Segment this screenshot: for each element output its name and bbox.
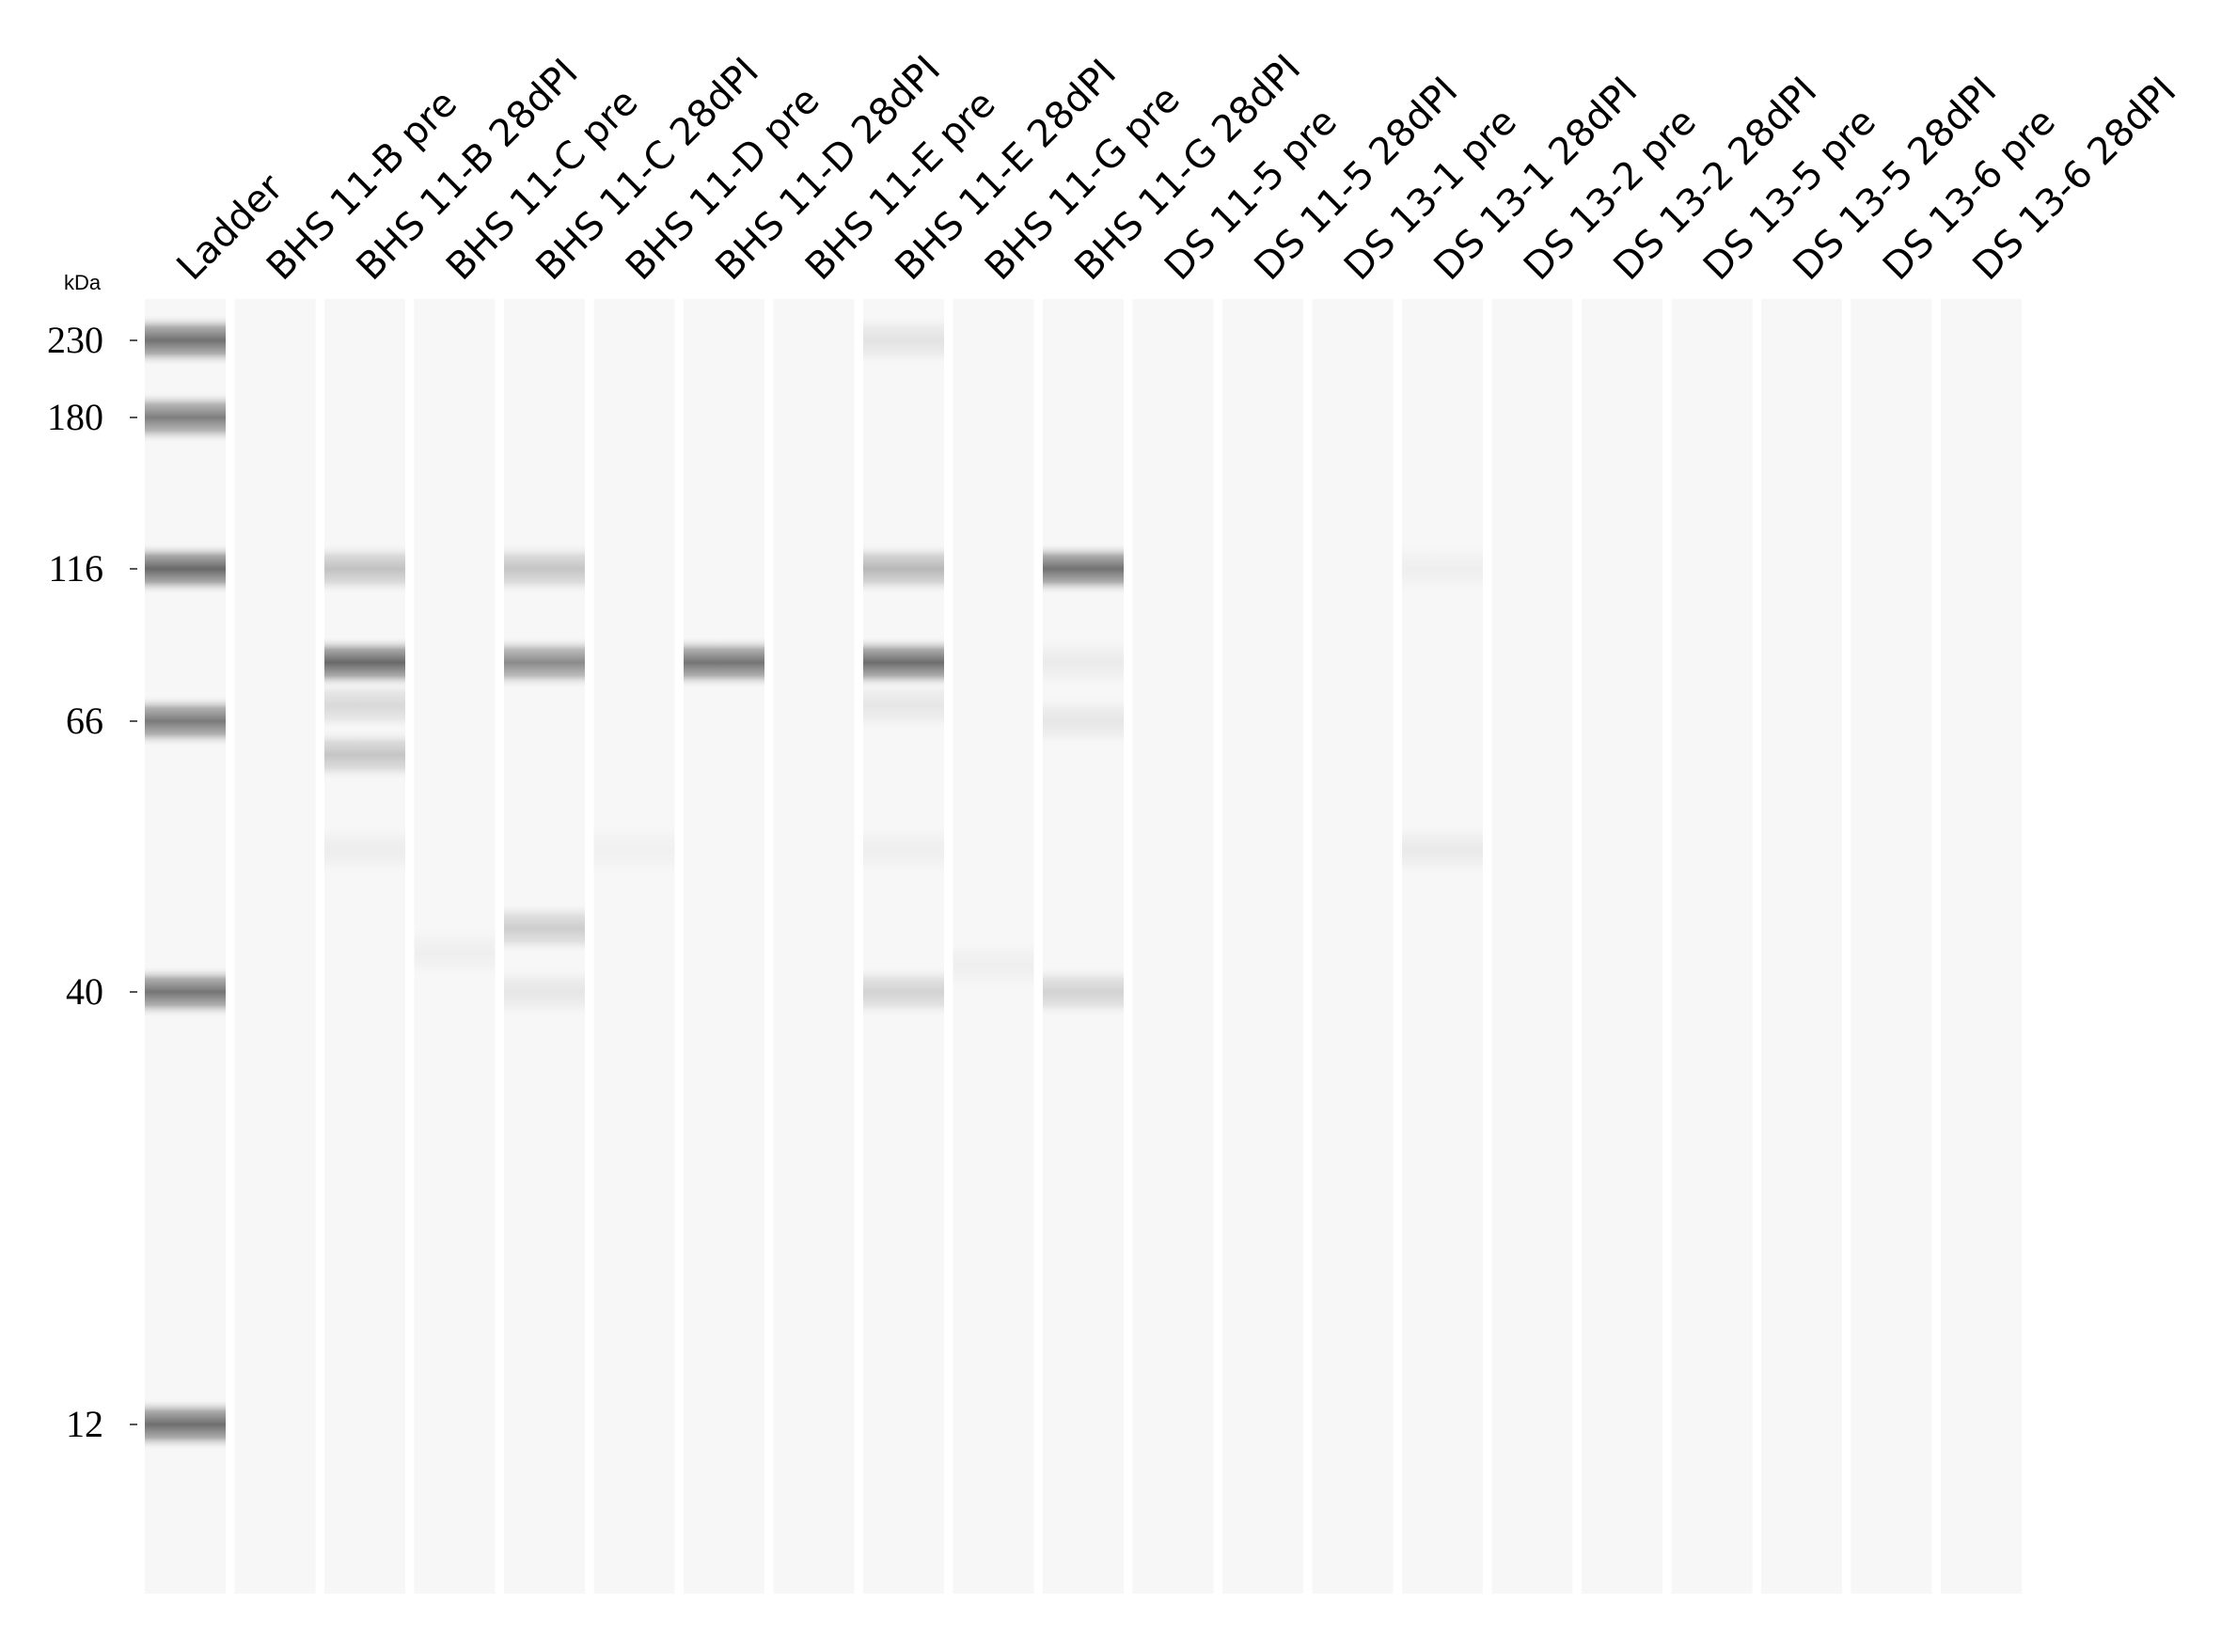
lane-background	[1312, 299, 1394, 1594]
lanes-layer	[145, 299, 2022, 1594]
lane-21	[1941, 299, 2022, 1594]
band-lane-11-2	[1043, 636, 1124, 689]
lane-17	[1582, 299, 1662, 1594]
lane-3	[324, 299, 405, 1594]
lane-4	[414, 299, 496, 1594]
lane-20	[1851, 299, 1932, 1594]
marker-label-66: 66	[66, 700, 103, 742]
lane-background	[1491, 299, 1573, 1594]
unit-label: kDa	[64, 271, 102, 294]
band-lane-10-1	[953, 938, 1034, 992]
band-lane-4-1	[414, 926, 496, 980]
band-lane-6-1	[593, 824, 675, 877]
lane-background	[234, 299, 316, 1594]
lane-5	[504, 299, 585, 1594]
lane-9	[863, 299, 944, 1594]
marker-label-116: 116	[48, 547, 103, 590]
size-axis: kDa 230 180 116 66 40 12	[47, 271, 137, 1445]
lane-15	[1402, 299, 1483, 1594]
lane-background	[863, 299, 944, 1594]
band-lane-3-1	[324, 543, 405, 595]
lane-background	[593, 299, 675, 1594]
band-lane-9-4	[863, 679, 944, 732]
band-lane-1-1	[145, 314, 226, 367]
band-lane-3-4	[324, 728, 405, 781]
lane-16	[1491, 299, 1573, 1594]
lane-12	[1132, 299, 1214, 1594]
lane-background	[1402, 299, 1483, 1594]
band-lane-9-2	[863, 543, 944, 595]
band-lane-3-3	[324, 679, 405, 732]
band-lane-15-2	[1402, 824, 1483, 877]
band-lane-3-5	[324, 824, 405, 877]
band-lane-5-4	[504, 966, 585, 1018]
band-lane-9-6	[863, 966, 944, 1018]
band-lane-11-1	[1043, 543, 1124, 595]
band-lane-1-4	[145, 695, 226, 747]
band-lane-5-3	[504, 902, 585, 955]
lane-10	[953, 299, 1034, 1594]
band-lane-9-1	[863, 314, 944, 367]
band-lane-1-6	[145, 1398, 226, 1451]
lane-background	[1582, 299, 1662, 1594]
lane-8	[773, 299, 855, 1594]
band-lane-7-1	[684, 636, 764, 689]
band-lane-9-5	[863, 824, 944, 877]
lane-background	[324, 299, 405, 1594]
band-lane-11-3	[1043, 695, 1124, 747]
band-lane-1-5	[145, 966, 226, 1018]
band-lane-5-2	[504, 636, 585, 689]
lane-11	[1043, 299, 1124, 1594]
marker-label-180: 180	[47, 396, 103, 438]
lane-background	[1043, 299, 1124, 1594]
lane-18	[1671, 299, 1753, 1594]
lane-background	[684, 299, 764, 1594]
lane-1	[145, 299, 226, 1594]
lane-7	[684, 299, 764, 1594]
lane-background	[145, 299, 226, 1594]
lane-background	[773, 299, 855, 1594]
lane-13	[1222, 299, 1303, 1594]
marker-label-230: 230	[47, 319, 103, 361]
lane-background	[1851, 299, 1932, 1594]
lane-2	[234, 299, 316, 1594]
marker-label-12: 12	[66, 1403, 103, 1445]
lane-background	[1222, 299, 1303, 1594]
lane-background	[1132, 299, 1214, 1594]
band-lane-5-1	[504, 543, 585, 595]
lane-background	[1941, 299, 2022, 1594]
band-lane-15-1	[1402, 543, 1483, 595]
lane-background	[1671, 299, 1753, 1594]
band-lane-1-3	[145, 543, 226, 595]
lane-background	[1761, 299, 1842, 1594]
lane-19	[1761, 299, 1842, 1594]
band-lane-1-2	[145, 391, 226, 444]
band-lane-11-4	[1043, 966, 1124, 1018]
marker-label-40: 40	[66, 970, 103, 1013]
lane-6	[593, 299, 675, 1594]
lane-14	[1312, 299, 1394, 1594]
